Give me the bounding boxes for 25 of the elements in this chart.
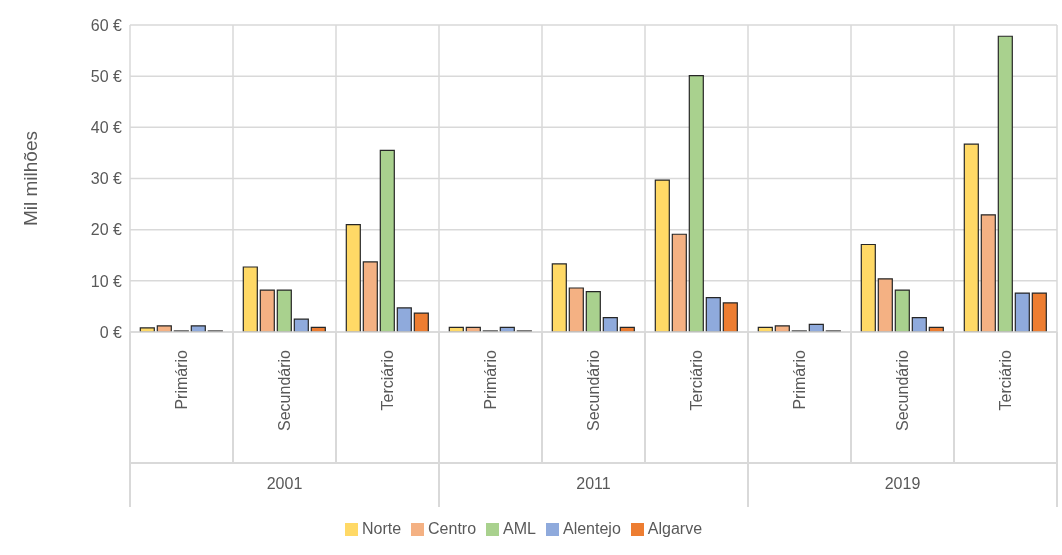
x-tick-label: Secundário <box>894 349 911 431</box>
x-tick-label: Terciário <box>688 349 705 411</box>
y-axis-title: Mil milhões <box>19 130 41 227</box>
legend-label: AML <box>503 520 536 537</box>
x-tick-label: Terciário <box>997 349 1014 411</box>
text: 2001 <box>265 475 304 493</box>
y-tick-label: 50 € <box>90 67 123 85</box>
text: 2011 <box>575 475 612 493</box>
text: 2019 <box>883 475 922 493</box>
legend-label: Alentejo <box>562 520 621 537</box>
legend-label: Algarve <box>647 520 703 537</box>
y-tick-label: 20 € <box>90 221 123 239</box>
x-tick-label: Secundário <box>276 349 293 431</box>
x-tick-label: Primário <box>173 349 190 410</box>
x-tick-label: Primário <box>482 349 499 410</box>
legend-label: Norte <box>361 520 402 537</box>
y-tick-label: 10 € <box>90 272 123 290</box>
x-tick-label: Secundário <box>585 349 602 431</box>
x-tick-label: Terciário <box>379 349 396 411</box>
y-tick-label: 0 € <box>99 323 123 341</box>
y-tick-label: 30 € <box>90 170 123 188</box>
legend-label: Centro <box>428 520 477 537</box>
y-tick-label: 60 € <box>90 16 123 34</box>
x-tick-label: Primário <box>791 349 808 410</box>
y-tick-label: 40 € <box>90 119 123 137</box>
